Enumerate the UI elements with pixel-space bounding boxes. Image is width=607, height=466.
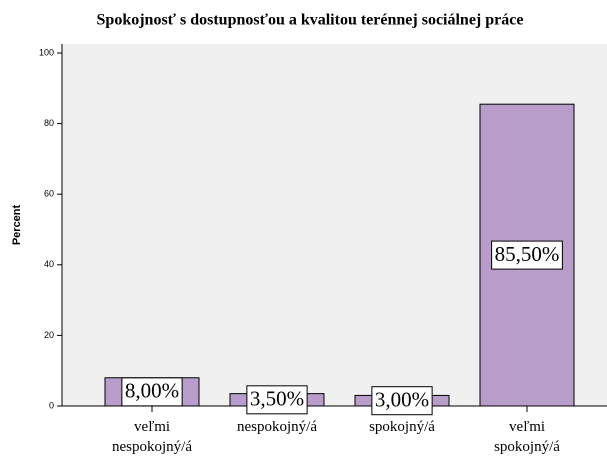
y-tick-label: 0 — [49, 400, 54, 410]
x-tick-label-line: nespokojný/á — [112, 439, 192, 455]
y-tick-label: 100 — [39, 47, 54, 57]
x-tick-label: veľmi spokojný/á — [494, 419, 560, 455]
value-label: 8,00% — [125, 379, 179, 403]
y-tick-label: 40 — [44, 259, 54, 269]
value-label-box — [371, 386, 433, 416]
value-label-box — [121, 377, 183, 407]
y-axis-label: Percent — [11, 204, 23, 245]
x-tick-label-line: spokojný/á — [369, 419, 435, 435]
x-tick-label-line: nespokojný/á — [237, 419, 317, 435]
x-tick-label-line: veľmi — [509, 419, 545, 435]
value-label-box — [246, 385, 308, 415]
x-tick-label: veľmi nespokojný/á — [112, 419, 192, 455]
y-tick-label: 80 — [44, 118, 54, 128]
x-tick-label-line: veľmi — [134, 419, 170, 435]
value-label: 85,50% — [495, 242, 560, 266]
x-tick-label: spokojný/á — [369, 419, 435, 435]
value-label-box — [491, 240, 563, 270]
y-tick-label: 60 — [44, 189, 54, 199]
x-tick-label: nespokojný/á — [237, 419, 317, 435]
chart-title: Spokojnosť s dostupnosťou a kvalitou ter… — [97, 12, 524, 29]
y-tick-label: 20 — [44, 330, 54, 340]
value-label: 3,50% — [250, 387, 304, 411]
x-tick-label-line: spokojný/á — [494, 439, 560, 455]
value-label: 3,00% — [375, 388, 429, 412]
